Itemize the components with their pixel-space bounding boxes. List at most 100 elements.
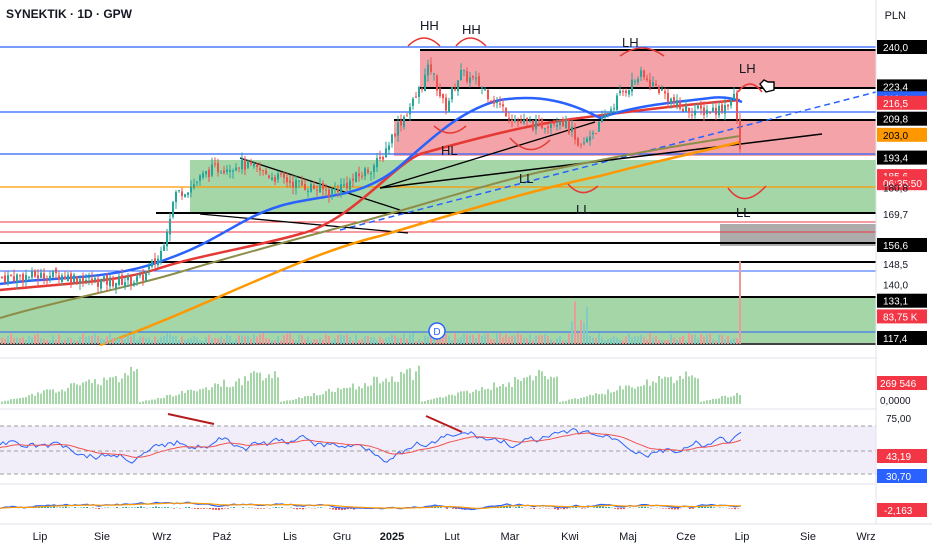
candle-body (538, 119, 540, 120)
candle-body (718, 106, 720, 116)
volume-indicator-bar (424, 401, 426, 404)
volume-bar (346, 334, 348, 344)
volume-indicator-bar (712, 399, 714, 404)
dividend-marker-icon[interactable]: D (429, 323, 445, 339)
candle-body (250, 162, 252, 165)
macd-hist-bar (677, 508, 679, 509)
volume-indicator-bar (232, 387, 234, 404)
candle-body (598, 122, 600, 132)
time-axis-tick: Maj (619, 531, 637, 543)
candle-body (310, 184, 312, 192)
volume-bar (526, 338, 528, 344)
volume-indicator-bar (445, 397, 447, 405)
candle-body (199, 175, 201, 180)
time-axis-tick: Paź (213, 531, 232, 543)
volume-bar (244, 336, 246, 344)
volume-bar (616, 337, 618, 344)
volume-indicator-bar (370, 385, 372, 404)
volume-indicator-bar (526, 377, 528, 404)
volume-indicator-bar (85, 381, 87, 404)
macd-hist-bar (335, 508, 337, 510)
volume-indicator-bar (22, 398, 24, 404)
volume-indicator-bar (592, 395, 594, 404)
rsi-tag-label: 30,70 (886, 472, 911, 483)
annotation-label: LH (739, 61, 756, 76)
volume-bar (235, 339, 237, 344)
candle-body (13, 276, 15, 281)
candle-body (181, 191, 183, 196)
volume-indicator-bar (283, 401, 285, 404)
volume-bar (574, 301, 576, 344)
volume-indicator-bar (475, 390, 477, 404)
candle-body (328, 190, 330, 197)
volume-indicator-bar (214, 383, 216, 404)
candle-body (124, 282, 126, 286)
volume-bar (337, 335, 339, 344)
volume-indicator-bar (604, 394, 606, 404)
volume-indicator-bar (376, 377, 378, 404)
volume-indicator-bar (136, 369, 138, 404)
candle-body (340, 184, 342, 194)
volume-indicator-bar (220, 387, 222, 404)
candle-body (64, 276, 66, 279)
macd-hist-bar (125, 507, 127, 508)
candle-body (118, 276, 120, 285)
volume-bar (658, 340, 660, 344)
volume-indicator-bar (247, 381, 249, 404)
candle-body (157, 259, 159, 266)
candle-body (106, 275, 108, 285)
volume-indicator-bar (658, 376, 660, 404)
volume-bar (703, 337, 705, 344)
volume-bar (154, 337, 156, 344)
macd-hist-bar (98, 508, 100, 509)
volume-bar (424, 336, 426, 344)
volume-indicator-bar (28, 395, 30, 404)
volume-indicator-bar (121, 378, 123, 404)
volume-bar (361, 339, 363, 344)
volume-indicator-bar (418, 366, 420, 404)
volume-indicator-bar (514, 377, 516, 404)
symbol-title[interactable]: SYNEKTIK · 1D · GPW (6, 7, 132, 21)
volume-bar (679, 337, 681, 344)
volume-bar (28, 336, 30, 344)
macd-hist-bar (644, 507, 646, 508)
volume-indicator-bar (688, 376, 690, 404)
volume-indicator-bar (661, 379, 663, 404)
volume-bar (118, 338, 120, 344)
volume-indicator-bar (646, 380, 648, 405)
volume-bar (253, 334, 255, 344)
volume-indicator-bar (238, 378, 240, 404)
volume-bar (247, 336, 249, 344)
volume-bar (571, 322, 573, 345)
candle-body (595, 133, 597, 134)
volume-bar (583, 323, 585, 344)
resistance-zone-mid (394, 120, 876, 156)
volume-bar (40, 338, 42, 344)
candle-body (172, 202, 174, 217)
candle-body (613, 108, 615, 109)
volume-indicator-bar (46, 389, 48, 404)
volume-indicator-bar (127, 375, 129, 404)
volume-bar (283, 335, 285, 344)
currency-label[interactable]: PLN (885, 10, 906, 22)
volume-bar (517, 333, 519, 344)
candle-body (127, 276, 129, 281)
candle-body (661, 89, 663, 91)
volume-bar (256, 337, 258, 345)
volume-bar (205, 338, 207, 345)
volume-indicator-bar (631, 387, 633, 404)
volume-indicator-bar (79, 385, 81, 404)
volume-bar (70, 338, 72, 344)
volume-bar (580, 320, 582, 344)
candle-body (373, 166, 375, 172)
volume-bar (364, 336, 366, 344)
candle-body (232, 171, 234, 172)
candle-body (688, 108, 690, 113)
volume-bar (181, 337, 183, 344)
candle-body (466, 71, 468, 82)
volume-indicator-bar (406, 369, 408, 404)
volume-bar (382, 339, 384, 344)
volume-bar (307, 337, 309, 344)
